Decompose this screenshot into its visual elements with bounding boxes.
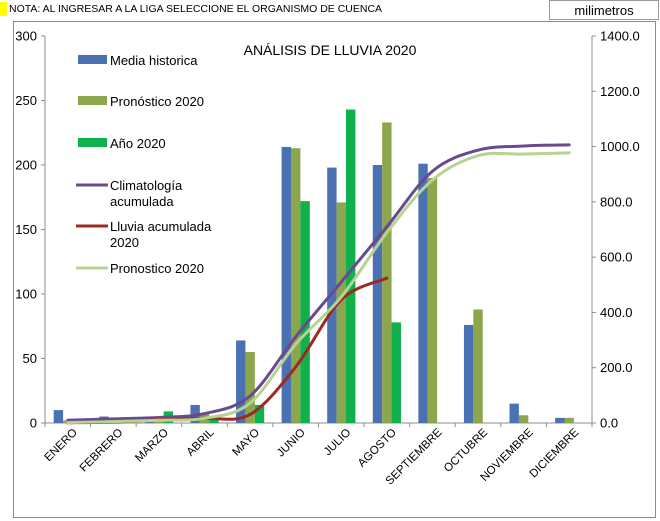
bar xyxy=(53,410,64,423)
right-tick-label: 1000.0 xyxy=(600,139,640,154)
note-highlight xyxy=(0,2,7,16)
right-tick-label: 600.0 xyxy=(600,250,633,265)
x-tick-label: DICIEMBRE xyxy=(528,426,582,480)
bar xyxy=(281,146,292,423)
right-tick-label: 200.0 xyxy=(600,360,633,375)
bar xyxy=(372,165,383,423)
legend-swatch xyxy=(78,138,107,147)
right-tick-label: 800.0 xyxy=(600,194,633,209)
series-line xyxy=(66,151,571,424)
right-tick-label: 0.0 xyxy=(600,416,618,431)
right-tick-label: 1400.0 xyxy=(600,29,640,44)
legend: Media historica Pronóstico 2020 Año 2020 Cl… xyxy=(76,53,212,276)
right-tick-label: 1200.0 xyxy=(600,84,640,99)
lines xyxy=(66,143,571,425)
x-tick-label: ENERO xyxy=(43,427,80,464)
x-tick-label: JUNIO xyxy=(275,427,308,460)
bar xyxy=(382,122,392,424)
left-tick-label: 0 xyxy=(30,416,37,431)
bar xyxy=(555,417,565,423)
legend-swatch xyxy=(78,55,107,64)
legend-label: Pronóstico 2020 xyxy=(110,94,204,109)
bar xyxy=(236,340,246,423)
note-text: NOTA: AL INGRESAR A LA LIGA SELECCIONE E… xyxy=(9,3,383,15)
left-tick-label: 200 xyxy=(15,158,37,173)
left-tick-label: 250 xyxy=(15,93,37,108)
legend-label: Media historica xyxy=(110,53,198,68)
bar xyxy=(291,148,301,424)
x-tick-label: JULIO xyxy=(322,427,354,459)
bar xyxy=(427,177,438,423)
left-tick-label: 150 xyxy=(15,222,37,237)
series-line xyxy=(66,143,571,422)
x-tick-label: FEBRERO xyxy=(78,427,126,475)
bar xyxy=(564,417,574,423)
legend-label: Año 2020 xyxy=(110,136,166,151)
bar xyxy=(518,415,529,423)
left-tick-label: 100 xyxy=(15,287,37,302)
left-tick-label: 300 xyxy=(15,29,37,44)
bar xyxy=(254,404,265,423)
right-tick-label: 400.0 xyxy=(600,305,633,320)
legend-swatch xyxy=(78,96,107,105)
bar xyxy=(336,202,346,423)
unit-label: milimetros xyxy=(549,0,659,20)
x-tick-label: AGOSTO xyxy=(356,427,399,470)
bar xyxy=(473,309,483,423)
legend-label: Pronostico 2020 xyxy=(110,261,204,276)
bar xyxy=(391,322,401,423)
x-tick-label: MAYO xyxy=(230,427,262,459)
x-tick-label: OCTUBRE xyxy=(442,426,490,474)
x-tick-label: MARZO xyxy=(133,427,171,465)
bar xyxy=(245,352,255,423)
bar xyxy=(463,324,474,423)
legend-label: acumulada xyxy=(110,194,174,209)
legend-label: Climatología xyxy=(110,178,183,193)
bar xyxy=(509,403,519,423)
chart-title: ANÁLISIS DE LLUVIA 2020 xyxy=(244,42,417,58)
legend-label: Lluvia acumulada xyxy=(110,219,212,234)
left-tick-label: 50 xyxy=(23,351,37,366)
legend-label: 2020 xyxy=(110,235,139,250)
bar xyxy=(300,201,310,423)
bar xyxy=(418,163,428,423)
bar xyxy=(345,109,356,423)
x-tick-label: ABRIL xyxy=(185,426,217,458)
